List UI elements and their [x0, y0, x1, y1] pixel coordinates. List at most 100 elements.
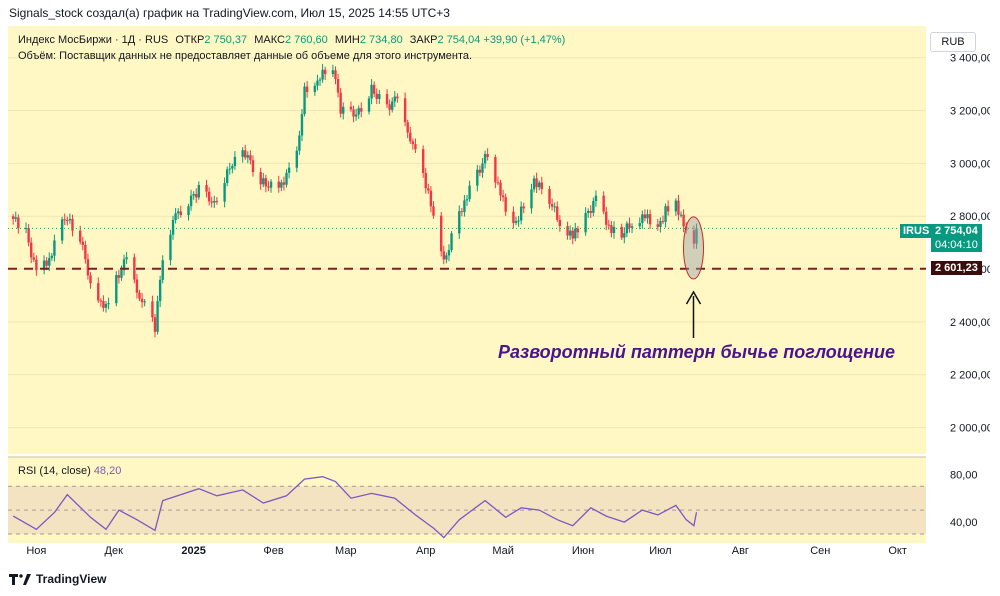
- time-axis-tick-label: Фев: [263, 545, 283, 557]
- candle-body: [231, 166, 234, 169]
- time-axis-tick-label: Сен: [810, 545, 830, 557]
- close-value: 2 754,04: [437, 34, 481, 46]
- candle-body: [620, 226, 623, 238]
- volume-note: Объём: Поставщик данных не предоставляет…: [18, 50, 473, 62]
- candle-body: [354, 114, 358, 117]
- candle-body: [169, 234, 172, 261]
- candle-body: [602, 195, 605, 212]
- candle-body: [215, 200, 219, 202]
- candle-body: [300, 114, 304, 136]
- candle-body: [465, 199, 469, 201]
- candle-body: [679, 214, 683, 216]
- candle-body: [295, 150, 299, 168]
- candle-body: [140, 298, 144, 303]
- candle-body: [605, 211, 608, 225]
- candle-body: [666, 206, 670, 212]
- candle-body: [553, 206, 556, 208]
- candle-body: [494, 157, 497, 183]
- candle-body: [677, 200, 680, 215]
- candle-body: [339, 92, 342, 114]
- instrument-name[interactable]: Индекс МосБиржи · 1Д · RUS: [18, 34, 169, 46]
- candle-body: [535, 178, 538, 188]
- candle-body: [35, 259, 38, 271]
- price-axis-tick-label: 2 800,00: [950, 211, 990, 223]
- footer-brand[interactable]: TradingView: [9, 572, 106, 586]
- candle-body: [195, 194, 198, 198]
- candle-body: [117, 275, 121, 278]
- support-price-tag: 2 601,23: [931, 261, 982, 275]
- candle-body: [125, 257, 128, 260]
- candle-body: [372, 84, 376, 94]
- candle-body: [576, 228, 580, 233]
- candle-body: [661, 221, 665, 223]
- candle-body: [316, 80, 319, 86]
- candle-body: [548, 189, 551, 204]
- candle-body: [403, 98, 407, 123]
- candle-body: [321, 69, 324, 80]
- candle-body: [135, 279, 139, 293]
- candle-body: [659, 221, 662, 227]
- candle-body: [594, 195, 598, 202]
- candle-body: [656, 224, 660, 227]
- candle-body: [277, 181, 280, 188]
- candle-body: [385, 94, 389, 105]
- candle-body: [313, 85, 317, 93]
- time-axis-tick-label: Май: [492, 545, 514, 557]
- change-value: +39,90 (+1,47%): [483, 34, 566, 46]
- candle-body: [445, 255, 448, 260]
- candle-body: [574, 228, 577, 239]
- candle-body: [409, 132, 412, 142]
- low-value: 2 734,80: [359, 34, 403, 46]
- candle-body: [24, 228, 28, 230]
- candle-body: [468, 185, 471, 200]
- candle-body: [664, 206, 667, 222]
- candle-body: [151, 301, 154, 318]
- rsi-legend: RSI (14, close) 48,20: [18, 465, 121, 477]
- candle-body: [205, 185, 208, 192]
- price-axis-tick-label: 2 000,00: [950, 423, 990, 435]
- candle-body: [267, 186, 270, 188]
- open-value: 2 750,37: [204, 34, 248, 46]
- high-label: МАКС: [254, 34, 285, 46]
- candle-body: [424, 173, 427, 189]
- candle-body: [393, 96, 396, 102]
- candle-body: [442, 251, 445, 260]
- candle-body: [122, 259, 126, 271]
- candle-body: [336, 78, 340, 93]
- rsi-axis-tick-label: 80,00: [950, 469, 978, 481]
- candle-body: [538, 182, 541, 188]
- candle-body: [115, 275, 118, 304]
- currency-button[interactable]: RUB: [930, 32, 976, 52]
- candle-body: [532, 178, 536, 190]
- time-axis-tick-label: Июн: [572, 545, 594, 557]
- candle-body: [566, 226, 569, 236]
- candle-body: [378, 94, 381, 99]
- candle-body: [14, 217, 17, 219]
- rsi-axis-tick-label: 40,00: [950, 517, 978, 529]
- candle-body: [50, 255, 54, 259]
- candle-body: [97, 283, 100, 301]
- candle-body: [610, 225, 613, 234]
- candle-body: [192, 194, 195, 196]
- candle-body: [463, 200, 466, 213]
- time-axis-background: [8, 543, 926, 563]
- rsi-label[interactable]: RSI (14, close): [18, 465, 91, 477]
- candle-body: [179, 211, 182, 216]
- candle-body: [375, 93, 378, 99]
- candle-body: [171, 219, 175, 235]
- candle-body: [692, 230, 696, 244]
- candle-body: [641, 214, 644, 224]
- candle-body: [303, 86, 306, 115]
- chart-credit: Signals_stock создал(а) график на Tradin…: [9, 6, 450, 20]
- candle-body: [568, 230, 572, 236]
- chart-frame[interactable]: 2 000,002 200,002 400,002 600,002 800,00…: [8, 26, 990, 563]
- candle-body: [589, 210, 592, 213]
- candle-body: [48, 258, 51, 266]
- candle-body: [352, 109, 355, 117]
- price-axis-tick-label: 3 200,00: [950, 106, 990, 118]
- candle-body: [207, 191, 211, 202]
- candle-body: [440, 215, 443, 252]
- candle-body: [45, 260, 48, 266]
- candle-body: [411, 141, 415, 145]
- candle-body: [648, 214, 652, 225]
